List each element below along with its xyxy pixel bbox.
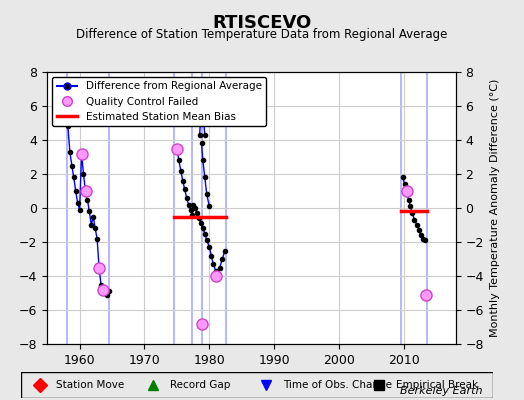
Text: Time of Obs. Change: Time of Obs. Change (283, 380, 392, 390)
Legend: Difference from Regional Average, Quality Control Failed, Estimated Station Mean: Difference from Regional Average, Qualit… (52, 77, 266, 126)
Text: Difference of Station Temperature Data from Regional Average: Difference of Station Temperature Data f… (77, 28, 447, 41)
Text: Empirical Break: Empirical Break (396, 380, 478, 390)
Text: Berkeley Earth: Berkeley Earth (400, 386, 482, 396)
Text: RTISCEVO: RTISCEVO (212, 14, 312, 32)
Text: Record Gap: Record Gap (170, 380, 230, 390)
Y-axis label: Monthly Temperature Anomaly Difference (°C): Monthly Temperature Anomaly Difference (… (489, 79, 500, 337)
Text: Station Move: Station Move (57, 380, 125, 390)
